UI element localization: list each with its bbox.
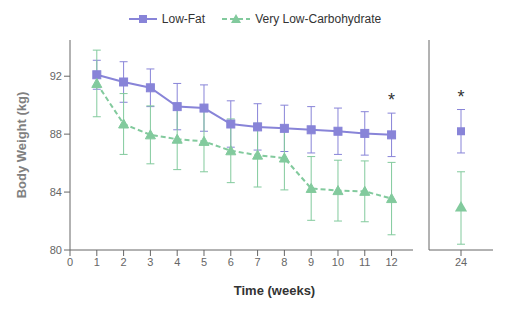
svg-text:3: 3 [147, 256, 153, 268]
svg-text:2: 2 [121, 256, 127, 268]
svg-text:4: 4 [174, 256, 180, 268]
svg-text:88: 88 [50, 128, 62, 140]
svg-text:84: 84 [50, 186, 62, 198]
svg-text:10: 10 [332, 256, 344, 268]
html-text:Very Low-Carbohydrate: Very Low-Carbohydrate [255, 12, 382, 26]
svg-text:5: 5 [201, 256, 207, 268]
svg-text:9: 9 [308, 256, 314, 268]
svg-text:92: 92 [50, 70, 62, 82]
svg-text:Body Weight (kg): Body Weight (kg) [14, 92, 29, 199]
html-text:Low-Fat: Low-Fat [161, 12, 206, 26]
html-text:Time (weeks): Time (weeks) [233, 283, 316, 298]
svg-text:6: 6 [228, 256, 234, 268]
svg-text:1: 1 [94, 256, 100, 268]
svg-text:80: 80 [50, 244, 62, 256]
svg-text:7: 7 [255, 256, 261, 268]
svg-text:*: * [388, 90, 395, 110]
svg-text:11: 11 [359, 256, 370, 268]
svg-text:12: 12 [385, 256, 397, 268]
svg-text:*: * [457, 87, 464, 107]
svg-text:8: 8 [281, 256, 287, 268]
svg-text:24: 24 [455, 256, 467, 268]
svg-text:0: 0 [67, 256, 73, 268]
